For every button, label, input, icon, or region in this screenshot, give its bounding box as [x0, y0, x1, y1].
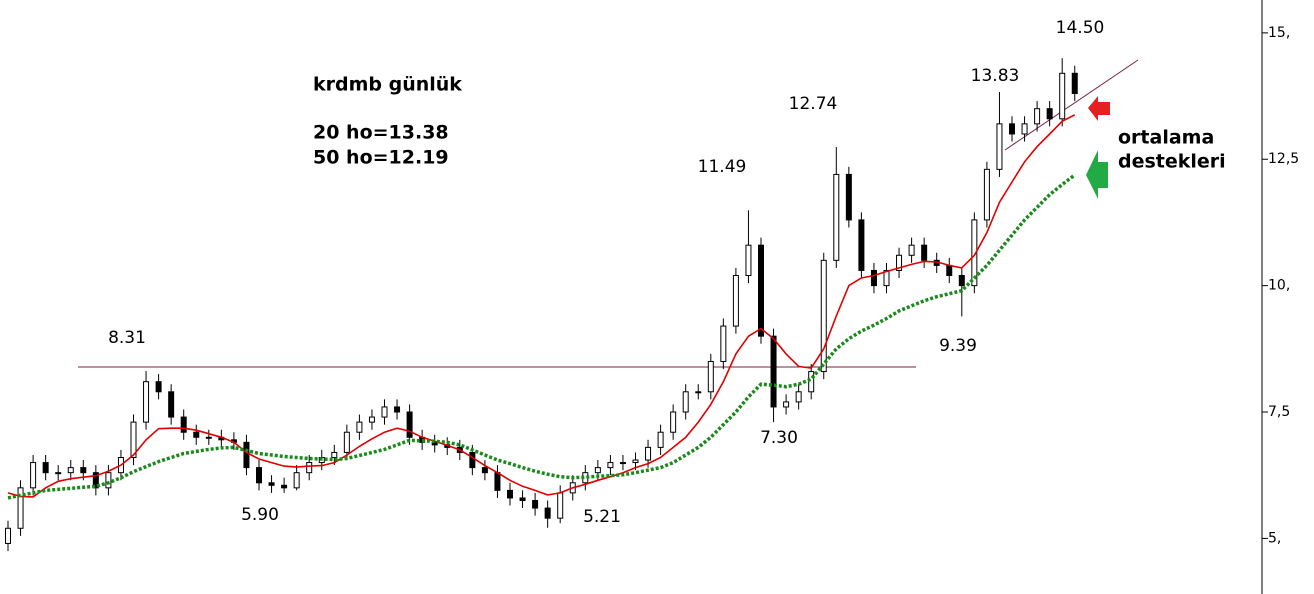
candle-body — [1034, 108, 1041, 125]
candle-body — [1071, 72, 1078, 95]
candle-body — [1009, 123, 1015, 135]
annotation: 50 ho=12.19 — [313, 147, 449, 169]
candle-body — [732, 275, 739, 327]
candle-body — [657, 431, 664, 448]
annotation: 20 ho=13.38 — [313, 122, 449, 144]
annotation: destekleri — [1118, 151, 1226, 173]
annotation: 9.39 — [939, 336, 977, 356]
candle-body — [168, 391, 175, 418]
candle-body — [130, 421, 137, 459]
annotation: 8.31 — [108, 328, 146, 348]
red-arrow — [1088, 96, 1110, 121]
candle-body — [67, 467, 74, 474]
candle-body — [268, 482, 275, 486]
ma20-line — [7, 114, 1076, 498]
y-tick-label: 5, — [1268, 530, 1281, 546]
candle-body — [507, 489, 513, 499]
green-arrow — [1086, 150, 1108, 199]
y-tick-label: 12,5 — [1268, 151, 1299, 167]
candle-body — [281, 484, 288, 489]
candle-body — [368, 416, 375, 423]
candle-body — [870, 269, 877, 287]
annotation: 14.50 — [1056, 18, 1105, 38]
candle-body — [356, 421, 363, 433]
trend-line — [1004, 59, 1139, 151]
candle-body — [682, 391, 689, 413]
annotation: 13.83 — [971, 66, 1020, 86]
candle-body — [983, 168, 990, 221]
candle-body — [908, 244, 915, 256]
candle-body — [293, 472, 300, 489]
candle-body — [670, 411, 677, 433]
candle-body — [143, 381, 150, 423]
candle-body — [469, 451, 476, 469]
candle-body — [896, 254, 903, 271]
candle-body — [30, 462, 37, 489]
candle-body — [394, 406, 401, 413]
candle-body — [243, 441, 250, 469]
annotation: krdmb günlük — [313, 74, 462, 96]
candle-body — [557, 492, 564, 519]
candle-body — [695, 391, 702, 394]
candle-body — [494, 472, 501, 491]
annotation: 12.74 — [789, 94, 838, 114]
candle-body — [745, 244, 752, 277]
candle-body — [619, 462, 626, 465]
candle-body — [80, 467, 87, 474]
candle-body — [971, 219, 978, 287]
candle-body — [5, 527, 11, 544]
candle-body — [193, 431, 200, 438]
candle-body — [519, 497, 526, 501]
candle-body — [720, 325, 727, 362]
ma50-line — [7, 173, 1076, 500]
annotation: 7.30 — [760, 428, 798, 448]
candle-body — [1046, 108, 1053, 120]
candle-body — [820, 259, 827, 373]
candle-body — [883, 269, 890, 287]
candle-body — [845, 173, 852, 221]
annotation: 5.90 — [241, 505, 279, 525]
candle-body — [632, 459, 639, 464]
candle-body — [770, 335, 777, 408]
candle-body — [55, 472, 62, 475]
candle-body — [833, 173, 840, 261]
y-tick-label: 15, — [1268, 25, 1290, 41]
candle-body — [921, 244, 928, 261]
candle-body — [42, 462, 49, 474]
candle-body — [17, 487, 24, 529]
candle-body — [481, 467, 488, 474]
candle-body — [1021, 123, 1028, 135]
candle-body — [105, 472, 112, 489]
candle-body — [946, 264, 953, 277]
candle-body — [180, 416, 187, 433]
candle-body — [381, 406, 388, 418]
candle-body — [331, 451, 338, 459]
candle-body — [858, 219, 865, 271]
candle-body — [607, 462, 614, 469]
candle-body — [958, 275, 965, 287]
candle-body — [594, 467, 601, 474]
y-tick-label: 10, — [1268, 278, 1290, 294]
candle-body — [92, 472, 99, 489]
candle-body — [544, 507, 551, 519]
y-tick-label: 7,5 — [1268, 404, 1290, 420]
annotation: 5.21 — [583, 507, 621, 527]
candle-body — [645, 446, 652, 461]
candle-body — [707, 360, 714, 393]
candle-body — [532, 499, 539, 509]
candle-body — [155, 381, 162, 393]
candle-body — [996, 123, 1003, 170]
candle-body — [306, 462, 313, 474]
candle-body — [1059, 72, 1066, 120]
candle-body — [758, 244, 764, 337]
candle-body — [205, 436, 212, 439]
candle-body — [406, 411, 413, 438]
candle-body — [256, 467, 262, 484]
candle-body — [783, 401, 790, 408]
candle-body — [795, 391, 802, 403]
annotation: ortalama — [1118, 127, 1214, 149]
annotation: 11.49 — [698, 157, 747, 177]
candle-body — [343, 431, 350, 453]
